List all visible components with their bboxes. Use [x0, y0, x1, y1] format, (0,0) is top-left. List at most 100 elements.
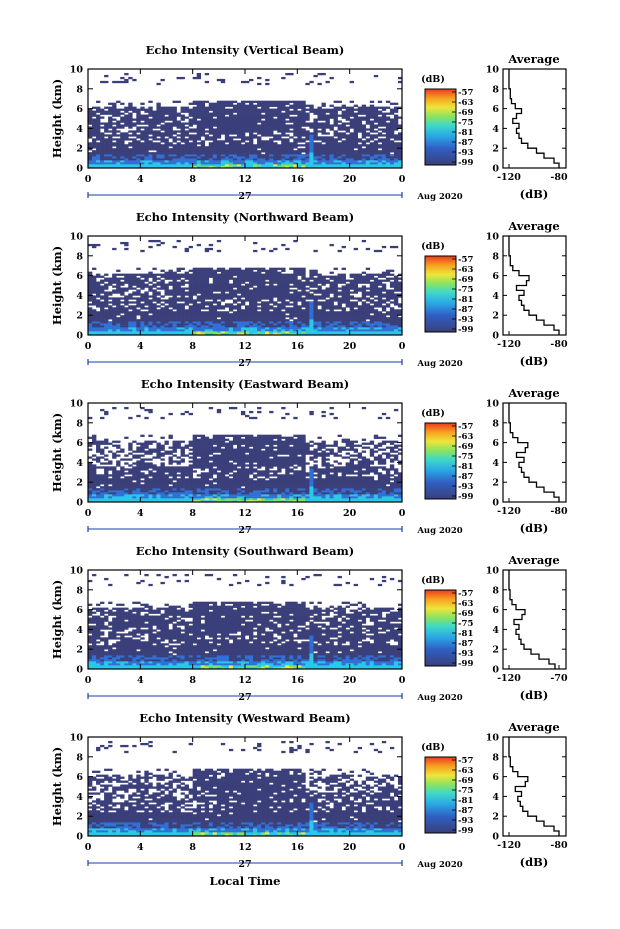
heatmap-cell [88, 134, 93, 137]
heatmap-cell [236, 146, 242, 149]
heatmap-cell [301, 134, 306, 137]
heatmap-cell [381, 271, 387, 274]
heatmap-cell [192, 118, 197, 121]
heatmap-cell [365, 299, 371, 302]
heatmap-cell [96, 474, 101, 477]
heatmap-cell [204, 164, 210, 167]
heatmap-cell [393, 315, 399, 318]
heatmap-cell [220, 112, 226, 115]
heatmap-cell [148, 118, 153, 121]
heatmap-cell [228, 166, 234, 169]
heatmap-cell [120, 301, 125, 304]
heatmap-cell [377, 160, 383, 163]
heatmap-cell [305, 160, 310, 163]
heatmap-cell [152, 293, 157, 296]
heatmap-cell [257, 162, 262, 165]
heatmap-cell [377, 279, 383, 282]
heatmap-cell [240, 331, 246, 334]
heatmap-cell [341, 317, 346, 320]
heatmap-cell [88, 325, 93, 328]
heatmap-cell [305, 154, 310, 157]
heatmap-cell [325, 166, 330, 169]
heatmap-cell [257, 317, 262, 320]
heatmap-cell [100, 490, 105, 493]
heatmap-cell [377, 319, 383, 322]
heatmap-cell [196, 134, 202, 137]
heatmap-cell [156, 277, 161, 280]
heatmap-cell [329, 277, 334, 280]
heatmap-cell [397, 305, 403, 308]
heatmap-cell [172, 140, 177, 143]
heatmap-cell [112, 468, 117, 471]
heatmap-cell [212, 150, 218, 153]
heatmap-cell [369, 321, 375, 324]
heatmap-cell [257, 104, 262, 107]
heatmap-cell [224, 289, 230, 292]
heatmap-cell [313, 297, 318, 300]
heatmap-cell [333, 321, 338, 324]
heatmap-cell [285, 162, 290, 165]
heatmap-cell [88, 474, 93, 477]
heatmap-cell [144, 315, 149, 318]
average-title: Average [507, 219, 559, 233]
heatmap-cell [148, 114, 153, 117]
heatmap-cell [184, 140, 189, 143]
heatmap-cell [309, 311, 314, 314]
heatmap-cell [176, 305, 181, 308]
heatmap-cell [325, 303, 330, 306]
heatmap-cell [353, 247, 359, 251]
heatmap-cell [285, 287, 290, 290]
heatmap-cell [337, 114, 342, 117]
heatmap-cell [261, 295, 266, 298]
heatmap-cell [381, 305, 387, 308]
x-tick-label: 8 [189, 174, 196, 185]
heatmap-cell [341, 126, 346, 129]
heatmap-cell [317, 289, 322, 292]
heatmap-cell [281, 291, 286, 294]
heatmap-cell [321, 116, 326, 119]
heatmap-cell [365, 160, 371, 163]
heatmap-cell [269, 134, 274, 137]
heatmap-cell [224, 126, 230, 129]
heatmap-cell [305, 283, 310, 286]
heatmap-cell [200, 283, 206, 286]
heatmap-cell [176, 291, 181, 294]
heatmap-cell [220, 331, 226, 334]
heatmap-cell [377, 100, 383, 103]
heatmap-cell [253, 305, 258, 308]
heatmap-cell [236, 142, 242, 145]
heatmap-cell [196, 273, 202, 276]
heatmap-cell [273, 333, 278, 336]
heatmap-cell [365, 152, 371, 155]
heatmap-cell [108, 498, 113, 501]
heatmap-cell [236, 319, 242, 322]
heatmap-cell [361, 162, 367, 165]
heatmap-cell [128, 118, 133, 121]
heatmap-cell [92, 319, 97, 322]
heatmap-cell [200, 301, 206, 304]
heatmap-cell [281, 325, 286, 328]
heatmap-cell [124, 122, 129, 125]
heatmap-cell [293, 112, 298, 115]
heatmap-cell [164, 156, 169, 159]
heatmap-cell [349, 166, 354, 169]
heatmap-cell [192, 329, 197, 332]
heatmap-cell [216, 275, 222, 278]
heatmap-cell [160, 307, 165, 310]
heatmap-cell [224, 287, 230, 290]
heatmap-cell [184, 164, 189, 167]
heatmap-cell [128, 279, 133, 282]
heatmap-cell [269, 166, 274, 169]
heatmap-cell [381, 142, 387, 145]
heatmap-cell [257, 275, 262, 278]
heatmap-cell [353, 281, 359, 284]
heatmap-cell [152, 146, 157, 149]
heatmap-cell [104, 110, 109, 113]
heatmap-cell [341, 148, 346, 151]
heatmap-cell [148, 136, 153, 139]
heatmap-cell [208, 126, 214, 129]
heatmap-cell [156, 321, 161, 324]
heatmap-cell [389, 269, 395, 272]
heatmap-cell [365, 110, 371, 113]
heatmap-cell [132, 329, 137, 332]
